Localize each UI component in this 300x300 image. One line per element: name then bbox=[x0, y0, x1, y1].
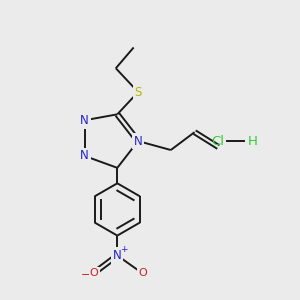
Text: O: O bbox=[138, 268, 147, 278]
Text: N: N bbox=[113, 249, 122, 262]
Text: S: S bbox=[134, 85, 142, 98]
Text: O: O bbox=[89, 268, 98, 278]
Text: H: H bbox=[248, 135, 258, 148]
Text: N: N bbox=[80, 114, 89, 127]
Text: N: N bbox=[134, 135, 142, 148]
Text: −: − bbox=[80, 270, 90, 280]
Text: Cl: Cl bbox=[211, 135, 224, 148]
Text: N: N bbox=[80, 149, 89, 162]
Text: +: + bbox=[120, 245, 127, 254]
